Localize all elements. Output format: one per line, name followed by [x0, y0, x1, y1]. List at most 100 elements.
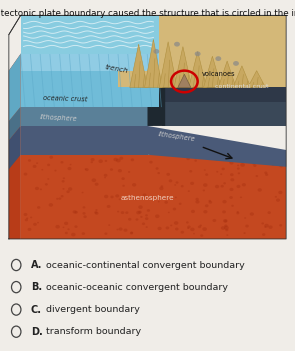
Circle shape — [35, 187, 39, 190]
Circle shape — [209, 201, 212, 204]
Text: volcanoes: volcanoes — [202, 71, 236, 77]
Polygon shape — [21, 54, 159, 107]
Circle shape — [224, 225, 227, 227]
Circle shape — [41, 169, 43, 171]
Circle shape — [95, 183, 99, 186]
Circle shape — [47, 164, 50, 166]
Circle shape — [45, 183, 48, 186]
Circle shape — [118, 169, 122, 172]
Text: asthenosphere: asthenosphere — [121, 195, 174, 201]
Circle shape — [237, 165, 239, 166]
Circle shape — [83, 216, 87, 218]
Polygon shape — [162, 87, 286, 102]
Circle shape — [237, 185, 240, 188]
Circle shape — [255, 175, 258, 177]
Circle shape — [145, 217, 148, 220]
Circle shape — [74, 211, 78, 214]
Circle shape — [153, 49, 159, 54]
Circle shape — [215, 185, 219, 188]
Circle shape — [215, 56, 221, 61]
Circle shape — [253, 164, 256, 167]
Circle shape — [65, 232, 68, 234]
Circle shape — [68, 187, 72, 191]
Circle shape — [258, 188, 262, 192]
Circle shape — [229, 160, 231, 163]
Circle shape — [85, 168, 89, 171]
Circle shape — [60, 161, 63, 164]
Circle shape — [243, 232, 246, 234]
Circle shape — [223, 182, 226, 184]
Circle shape — [136, 211, 141, 214]
Circle shape — [117, 229, 119, 231]
Circle shape — [104, 174, 107, 177]
Circle shape — [188, 190, 190, 192]
Circle shape — [33, 223, 37, 226]
Circle shape — [245, 225, 249, 227]
Circle shape — [99, 159, 103, 163]
Circle shape — [209, 200, 211, 202]
Polygon shape — [248, 71, 266, 87]
Circle shape — [244, 217, 246, 219]
Circle shape — [116, 159, 121, 163]
Circle shape — [271, 163, 275, 166]
Circle shape — [138, 205, 143, 209]
Circle shape — [110, 168, 113, 171]
Circle shape — [187, 225, 191, 228]
Circle shape — [190, 227, 195, 231]
Circle shape — [237, 211, 239, 213]
Circle shape — [216, 171, 218, 173]
Circle shape — [82, 232, 85, 235]
Circle shape — [107, 205, 111, 208]
Circle shape — [230, 188, 234, 191]
Circle shape — [135, 218, 138, 221]
Circle shape — [198, 226, 201, 228]
Circle shape — [236, 212, 240, 214]
Circle shape — [63, 227, 64, 228]
Circle shape — [85, 168, 86, 170]
Circle shape — [108, 224, 110, 226]
Polygon shape — [162, 102, 286, 126]
Circle shape — [40, 188, 42, 190]
Polygon shape — [148, 126, 286, 167]
Circle shape — [95, 209, 98, 211]
Circle shape — [242, 183, 246, 186]
Circle shape — [264, 171, 267, 174]
Circle shape — [37, 206, 40, 209]
Circle shape — [230, 178, 234, 181]
Circle shape — [47, 178, 49, 180]
Circle shape — [240, 197, 242, 198]
Circle shape — [157, 172, 160, 174]
Circle shape — [203, 183, 208, 187]
Circle shape — [187, 227, 189, 229]
Circle shape — [83, 206, 85, 208]
Circle shape — [91, 178, 96, 182]
Circle shape — [220, 173, 222, 175]
Circle shape — [110, 196, 114, 198]
Circle shape — [64, 221, 68, 225]
Circle shape — [174, 184, 176, 186]
Text: B.: B. — [31, 282, 42, 292]
Circle shape — [124, 229, 127, 232]
Circle shape — [155, 214, 160, 218]
Text: continental crust: continental crust — [215, 84, 269, 89]
Polygon shape — [9, 155, 21, 239]
Circle shape — [128, 218, 132, 221]
Circle shape — [24, 213, 27, 216]
Circle shape — [264, 224, 269, 227]
Circle shape — [61, 195, 64, 197]
Circle shape — [202, 227, 207, 231]
Polygon shape — [9, 54, 21, 121]
Circle shape — [195, 51, 201, 56]
Circle shape — [82, 192, 83, 193]
Circle shape — [166, 173, 170, 176]
Circle shape — [221, 226, 225, 230]
Circle shape — [212, 219, 216, 222]
Text: divergent boundary: divergent boundary — [46, 305, 140, 314]
Circle shape — [131, 158, 134, 161]
Circle shape — [119, 227, 123, 231]
Circle shape — [189, 170, 192, 172]
Polygon shape — [233, 66, 251, 87]
Circle shape — [230, 173, 234, 176]
Circle shape — [119, 157, 123, 160]
Circle shape — [195, 200, 200, 204]
